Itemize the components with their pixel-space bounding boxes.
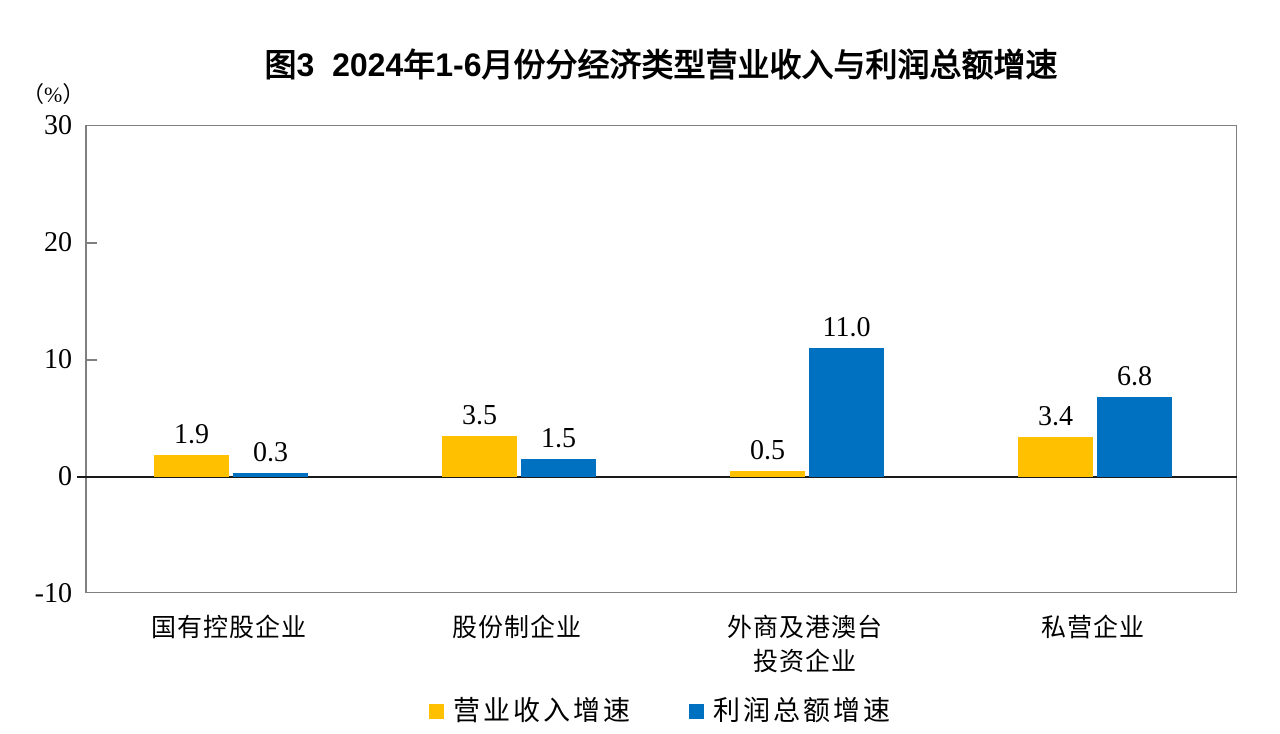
chart-title: 图3 2024年1-6月份分经济类型营业收入与利润总额增速: [264, 47, 1058, 83]
bar-value-label: 0.3: [253, 437, 288, 469]
y-axis-tick-label: -10: [34, 578, 72, 609]
y-axis-tick-label: 20: [44, 227, 72, 258]
bar: [730, 471, 805, 477]
legend-item: 利润总额增速: [689, 696, 893, 726]
bar-value-label: 6.8: [1117, 361, 1152, 393]
bar-value-label: 1.9: [174, 418, 209, 450]
bar: [233, 473, 308, 477]
zero-baseline: [77, 476, 1237, 478]
plot-area: 30 20 10 0 -10 1.9 3.5 0.5 3.4 0.3 1.5 11.0 6.8: [35, 111, 1237, 609]
x-axis-category-label: 国有控股企业: [150, 615, 307, 642]
legend: 营业收入增速 利润总额增速: [85, 696, 1237, 726]
legend-label: 营业收入增速: [453, 696, 633, 726]
y-axis-tick-label: 0: [58, 461, 72, 492]
legend-color-swatch: [429, 703, 444, 719]
y-axis-tick-label: 10: [44, 344, 72, 375]
bar-value-label: 3.5: [462, 400, 497, 432]
legend-item: 营业收入增速: [429, 696, 633, 726]
y-axis-tick-mark: [87, 242, 97, 244]
bar-value-label: 3.4: [1038, 401, 1073, 433]
x-axis-category-label: 外商及港澳台 投资企业: [726, 615, 883, 676]
x-axis-category-label: 私营企业: [1040, 615, 1145, 642]
bar: [154, 454, 229, 477]
x-axis-category-label: 股份制企业: [451, 615, 582, 642]
bar: [521, 459, 596, 477]
bar-value-label: 1.5: [541, 423, 576, 455]
bar: [442, 436, 517, 477]
legend-color-swatch: [689, 703, 704, 719]
y-axis-unit-label: （%）: [22, 82, 85, 107]
bar-value-label: 0.5: [750, 435, 785, 467]
y-axis-tick-label: 30: [44, 110, 72, 141]
bar-value-label: 11.0: [822, 312, 871, 344]
bar: [1018, 437, 1093, 477]
bar: [1097, 397, 1172, 477]
legend-label: 利润总额增速: [713, 696, 893, 726]
bar: [809, 348, 884, 477]
y-axis-tick-mark: [87, 359, 97, 361]
